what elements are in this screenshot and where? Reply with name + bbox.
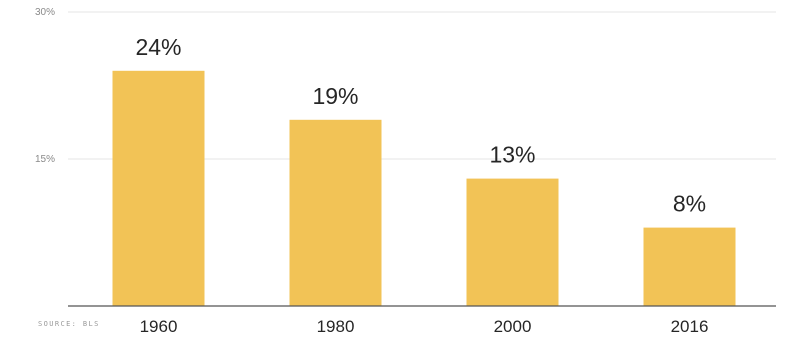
source-note: SOURCE: BLS [38, 320, 100, 328]
x-tick-label: 2016 [671, 317, 709, 336]
bars [112, 70, 736, 306]
y-tick-label: 15% [35, 154, 55, 165]
bar-1960 [112, 70, 205, 306]
axes: 1960 1980 2000 2016 [68, 305, 776, 336]
data-label: 24% [135, 34, 181, 60]
y-tick-label: 30% [35, 7, 55, 18]
x-tick-label: 1980 [317, 317, 355, 336]
data-label: 19% [312, 83, 358, 109]
x-tick-label: 2000 [494, 317, 532, 336]
x-tick-label: 1960 [140, 317, 178, 336]
bar-2000 [466, 178, 559, 306]
bar-1980 [289, 119, 382, 306]
data-labels: 24% 19% 13% 8% [135, 34, 706, 217]
bar-2016 [643, 227, 736, 306]
data-label: 8% [673, 191, 706, 217]
data-label: 13% [489, 142, 535, 168]
